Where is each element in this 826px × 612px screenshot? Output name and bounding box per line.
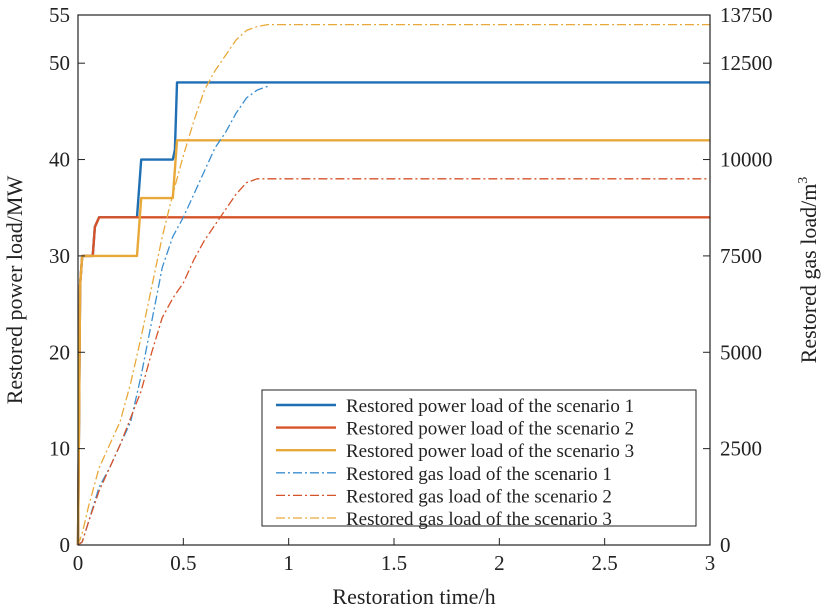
x-tick-label: 2	[494, 551, 505, 575]
x-axis-label: Restoration time/h	[332, 584, 495, 609]
series-line-5	[77, 178, 710, 546]
x-tick-label: 3	[705, 551, 716, 575]
y-axis-right-label: Restored gas load/m3	[796, 177, 821, 364]
y-axis-right-label-group: Restored gas load/m3	[796, 177, 821, 364]
y-left-tick-label: 50	[49, 51, 70, 75]
y-left-tick-label: 0	[60, 533, 71, 557]
y-left-tick-label: 20	[49, 340, 70, 364]
legend: Restored power load of the scenario 1Res…	[261, 389, 697, 530]
y-left-tick-label: 10	[49, 437, 70, 461]
x-tick-label: 1	[283, 551, 294, 575]
y-right-tick-label: 7500	[720, 244, 762, 268]
x-tick-label: 0	[73, 551, 84, 575]
x-tick-label: 1.5	[381, 551, 407, 575]
y-axis-right-label-superscript: 3	[796, 177, 811, 184]
series-layer	[76, 23, 710, 546]
series-line-3	[76, 139, 710, 546]
legend-label-3: Restored power load of the scenario 3	[346, 441, 634, 462]
y-right-tick-label: 5000	[720, 340, 762, 364]
y-left-tick-label: 55	[49, 3, 70, 27]
y-right-tick-label: 0	[720, 533, 731, 557]
y-right-tick-label: 10000	[720, 148, 773, 172]
y-right-tick-label: 2500	[720, 437, 762, 461]
legend-label-2: Restored power load of the scenario 2	[346, 419, 634, 440]
legend-items: Restored power load of the scenario 1Res…	[276, 396, 634, 530]
y-left-tick-label: 30	[49, 244, 70, 268]
series-line-6	[77, 23, 710, 546]
y-axis-right-label-text: Restored gas load/m	[796, 184, 821, 364]
y-right-tick-label: 12500	[720, 51, 773, 75]
x-tick-label: 0.5	[170, 551, 196, 575]
x-tick-label: 2.5	[592, 551, 618, 575]
legend-box	[261, 389, 697, 527]
legend-label-1: Restored power load of the scenario 1	[346, 396, 634, 417]
y-axis-left-label: Restored power load/MW	[2, 176, 27, 405]
legend-label-4: Restored gas load of the scenario 1	[346, 464, 612, 485]
legend-label-5: Restored gas load of the scenario 2	[346, 486, 612, 507]
y-left-tick-label: 40	[49, 148, 70, 172]
legend-label-6: Restored gas load of the scenario 3	[346, 509, 612, 530]
series-line-4	[77, 85, 268, 546]
ticks-layer: 0 0.5 1 1.5 2 2.5 3010203040505502500500075001…	[49, 3, 773, 575]
y-right-tick-label: 13750	[720, 3, 773, 27]
